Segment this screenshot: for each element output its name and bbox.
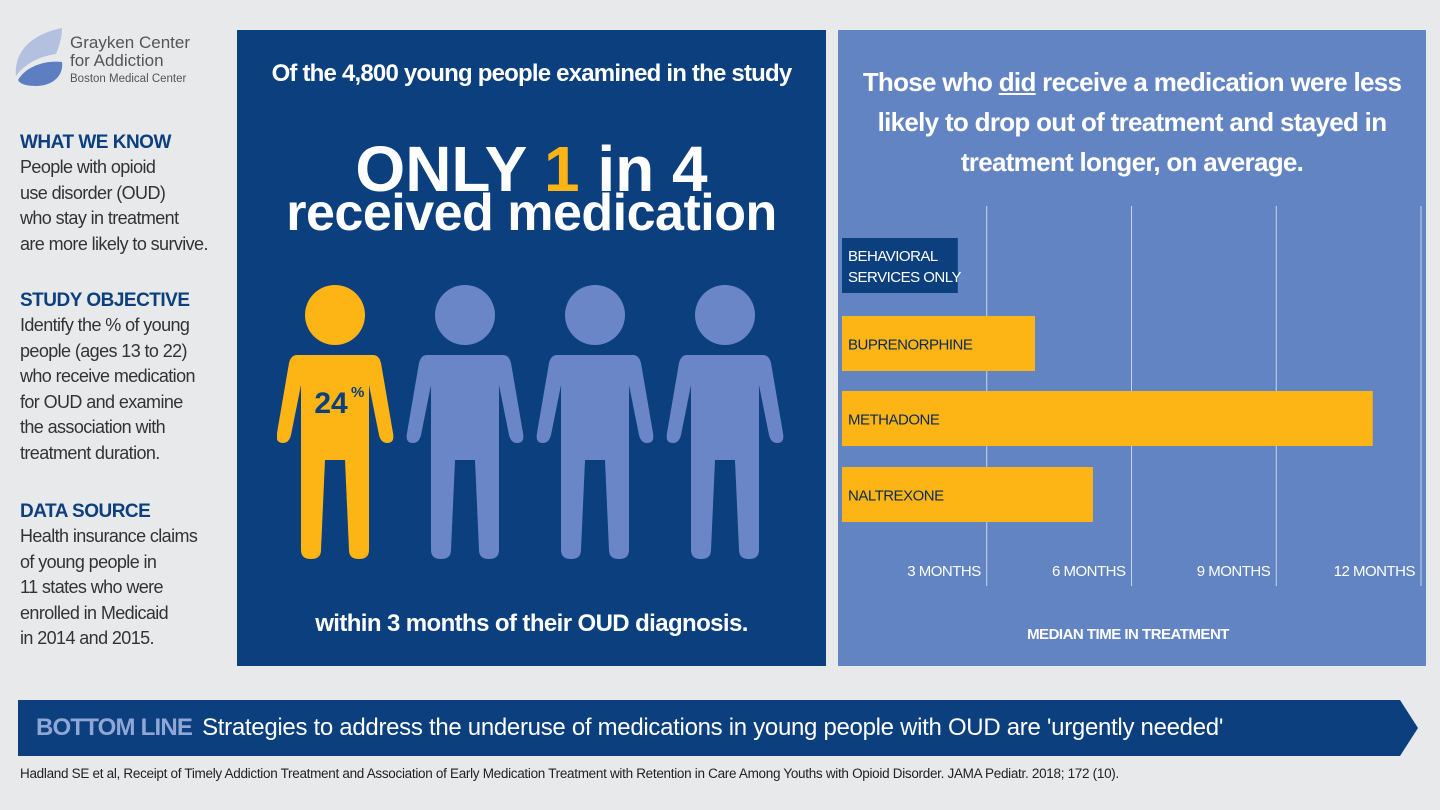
right-title: Those who did receive a medication were … <box>838 62 1426 182</box>
logo-line1: Grayken Center <box>70 33 190 52</box>
section-line: Health insurance claims <box>20 526 198 546</box>
bar-naltrexone <box>842 467 1093 522</box>
bar-label: SERVICES ONLY <box>848 269 961 286</box>
person-body <box>536 355 654 559</box>
person-head <box>435 285 495 345</box>
section-what-we-know: WHAT WE KNOW People with opioid use diso… <box>20 131 235 257</box>
section-heading: STUDY OBJECTIVE <box>20 290 190 311</box>
x-tick-label: 3 MONTHS <box>907 563 981 580</box>
right-panel: Those who did receive a medication were … <box>838 30 1426 666</box>
grayken-logo-icon <box>15 28 63 86</box>
person-body <box>277 355 394 559</box>
section-line: use disorder (OUD) <box>20 182 166 203</box>
bar-label: BEHAVIORAL <box>848 248 938 265</box>
headline: ONLY 1 in 4 <box>237 134 826 204</box>
person-head <box>565 285 625 345</box>
bar-chart: 3 MONTHS 6 MONTHS 9 MONTHS 12 MONTHS BEHAVIO… <box>842 206 1422 643</box>
intro-text: Of the 4,800 young people examined in th… <box>271 60 793 87</box>
logo-line2: for Addiction <box>70 51 164 70</box>
person-body <box>406 355 524 559</box>
citation: Hadland SE et al, Receipt of Timely Addi… <box>20 766 1119 781</box>
logo-line3: Boston Medical Center <box>70 73 187 85</box>
bar-buprenorphine <box>842 316 1035 371</box>
section-line: the association with <box>20 417 166 437</box>
section-heading: DATA SOURCE <box>20 501 151 522</box>
section-heading: WHAT WE KNOW <box>20 132 171 153</box>
person-head <box>695 285 755 345</box>
bar-label: BUPRENORPHINE <box>848 337 973 354</box>
section-line: of young people in <box>20 551 157 572</box>
section-line: who receive medication <box>20 366 196 386</box>
headline-a: ONLY <box>355 133 544 205</box>
footer-text: within 3 months of their OUD diagnosis. <box>315 610 748 637</box>
logo-text: Grayken Center for Addiction Boston Medi… <box>70 34 190 88</box>
headline-sub: received medication <box>286 184 777 242</box>
percent-unit: % <box>351 384 364 401</box>
people-figures: 24% <box>277 285 784 559</box>
headline-b: in 4 <box>579 133 708 205</box>
section-line: Identify the % of young <box>20 315 190 335</box>
section-line: are more likely to survive. <box>20 233 208 254</box>
person-figure: 24% <box>277 285 394 559</box>
bar-label: NALTREXONE <box>848 488 944 505</box>
person-figure <box>406 285 524 559</box>
title-emphasis: did <box>998 67 1037 97</box>
middle-panel: Of the 4,800 young people examined in th… <box>237 30 826 666</box>
section-line: treatment duration. <box>20 442 160 463</box>
section-line: for OUD and examine <box>20 391 183 412</box>
person-head <box>305 285 365 345</box>
x-axis-title: MEDIAN TIME IN TREATMENT <box>1027 626 1229 643</box>
section-data-source: DATA SOURCE Health insurance claims of y… <box>20 500 235 652</box>
section-study-objective: STUDY OBJECTIVE Identify the % of young … <box>20 289 235 466</box>
section-line: people (ages 13 to 22) <box>20 340 188 361</box>
bar-label: METHADONE <box>848 412 940 429</box>
percent-label: 24 <box>314 387 348 420</box>
person-body <box>666 355 784 559</box>
bottom-line-text: Strategies to address the underuse of me… <box>202 714 1224 741</box>
person-figure <box>666 285 784 559</box>
headline-number: 1 <box>543 133 580 205</box>
x-tick-label: 9 MONTHS <box>1197 563 1271 580</box>
person-figure <box>536 285 654 559</box>
bottom-line-banner: BOTTOM LINE Strategies to address the und… <box>18 700 1418 756</box>
section-line: People with opioid <box>20 157 156 177</box>
bottom-line-label: BOTTOM LINE <box>36 714 193 741</box>
section-line: in 2014 and 2015. <box>20 628 155 648</box>
x-tick-label: 12 MONTHS <box>1334 563 1416 580</box>
bar-methadone <box>842 391 1373 446</box>
section-line: enrolled in Medicaid <box>20 602 169 623</box>
banner-text: BOTTOM LINE Strategies to address the und… <box>36 714 1223 742</box>
bar-behavioral-services-only <box>842 238 958 293</box>
x-tick-label: 6 MONTHS <box>1052 563 1126 580</box>
title-a: Those who <box>862 67 999 97</box>
title-b: receive a medication were less likely to… <box>877 67 1402 177</box>
section-line: 11 states who were <box>20 577 164 597</box>
section-line: who stay in treatment <box>20 208 179 228</box>
banner-arrow-shape <box>18 700 1418 756</box>
